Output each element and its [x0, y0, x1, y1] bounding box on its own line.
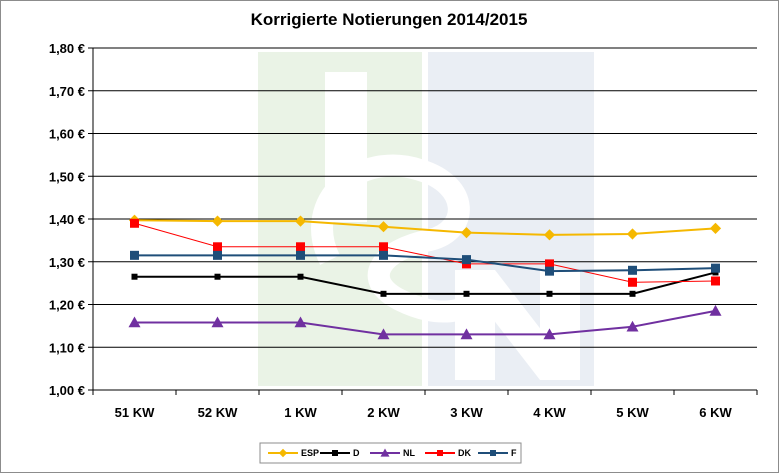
- point-f: [379, 250, 388, 260]
- legend-label-d: D: [353, 448, 360, 458]
- legend-marker-d: [332, 450, 338, 456]
- point-dk: [628, 277, 637, 287]
- point-dk: [379, 242, 388, 252]
- point-nl: [460, 328, 473, 340]
- y-axis: 1,00 € 1,10 € 1,20 € 1,30 € 1,40 € 1,50 € 1,60…: [49, 41, 757, 398]
- x-tick-label: 4 KW: [533, 405, 566, 420]
- legend-item-esp: ESP: [268, 448, 319, 458]
- point-esp: [377, 221, 390, 233]
- point-esp: [626, 228, 639, 240]
- point-dk: [213, 242, 222, 252]
- point-nl: [377, 328, 390, 340]
- legend: ESP D NL DK F: [259, 442, 522, 464]
- point-d: [214, 273, 221, 280]
- point-esp: [294, 215, 307, 227]
- series-line-f: [134, 254, 716, 273]
- legend-label-dk: DK: [458, 448, 471, 458]
- chart-title: Korrigierte Notierungen 2014/2015: [251, 10, 528, 29]
- legend-item-dk: DK: [425, 448, 471, 458]
- point-esp: [543, 229, 556, 241]
- point-esp: [460, 227, 473, 239]
- series-nl: [128, 304, 722, 340]
- point-d: [131, 273, 138, 280]
- series-line-esp: [134, 219, 716, 236]
- point-nl: [294, 316, 307, 328]
- series-f: [130, 250, 720, 276]
- point-f: [711, 263, 720, 273]
- x-tick-label: 52 KW: [198, 405, 238, 420]
- point-nl: [709, 304, 722, 316]
- point-d: [463, 290, 470, 297]
- y-tick-label: 1,10 €: [49, 340, 85, 355]
- point-d: [297, 273, 304, 280]
- series-line-d: [134, 271, 716, 295]
- series-layer: [128, 214, 722, 340]
- point-nl: [211, 316, 224, 328]
- point-nl: [128, 316, 141, 328]
- x-tick-label: 6 KW: [699, 405, 732, 420]
- series-line-nl: [134, 309, 716, 336]
- y-tick-label: 1,20 €: [49, 298, 85, 313]
- point-f: [296, 250, 305, 260]
- grid-lines: [93, 47, 757, 391]
- legend-marker-dk: [437, 450, 443, 456]
- x-axis: 51 KW 52 KW 1 KW 2 KW 3 KW 4 KW 5 KW 6 KW: [92, 390, 758, 420]
- point-dk: [130, 218, 139, 228]
- y-tick-label: 1,50 €: [49, 169, 85, 184]
- y-tick-label: 1,00 €: [49, 383, 85, 398]
- point-dk: [711, 276, 720, 286]
- point-d: [546, 290, 553, 297]
- y-tick-label: 1,60 €: [49, 127, 85, 142]
- point-f: [213, 250, 222, 260]
- series-esp: [128, 214, 722, 241]
- point-esp: [709, 222, 722, 235]
- point-dk: [296, 242, 305, 252]
- y-tick-label: 1,40 €: [49, 212, 85, 227]
- y-tick-label: 1,80 €: [49, 41, 85, 56]
- y-tick-label: 1,30 €: [49, 255, 85, 270]
- point-esp: [211, 215, 224, 227]
- point-dk: [545, 259, 554, 269]
- x-tick-label: 3 KW: [450, 405, 483, 420]
- x-tick-label: 5 KW: [616, 405, 649, 420]
- legend-label-f: F: [511, 448, 517, 458]
- point-f: [628, 265, 637, 275]
- legend-item-nl: NL: [370, 448, 415, 458]
- point-d: [629, 290, 636, 297]
- legend-item-f: F: [478, 448, 517, 458]
- point-f: [545, 266, 554, 276]
- legend-label-nl: NL: [403, 448, 415, 458]
- legend-marker-f: [490, 450, 496, 456]
- legend-marker-esp: [278, 448, 288, 458]
- y-tick-label: 1,70 €: [49, 84, 85, 99]
- point-nl: [626, 320, 639, 332]
- legend-label-esp: ESP: [301, 448, 319, 458]
- point-f: [462, 255, 471, 265]
- x-tick-label: 51 KW: [115, 405, 155, 420]
- legend-marker-nl: [380, 448, 390, 457]
- series-line-dk: [134, 222, 716, 283]
- x-tick-label: 1 KW: [284, 405, 317, 420]
- point-f: [130, 250, 139, 260]
- x-tick-label: 2 KW: [367, 405, 400, 420]
- point-d: [380, 290, 387, 297]
- legend-item-d: D: [320, 448, 360, 458]
- point-nl: [543, 328, 556, 340]
